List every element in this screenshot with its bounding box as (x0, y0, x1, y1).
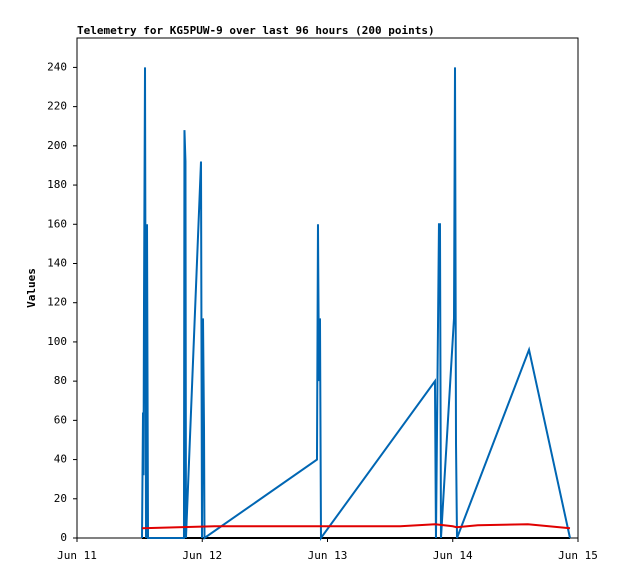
x-tick-label: Jun 15 (558, 549, 598, 562)
x-tick-label: Jun 11 (57, 549, 97, 562)
y-tick-label: 60 (54, 413, 67, 426)
y-tick-label: 100 (47, 335, 67, 348)
data-line (141, 523, 571, 530)
chart-title: Telemetry for KG5PUW-9 over last 96 hour… (77, 24, 435, 37)
y-axis-label: Values (25, 268, 38, 308)
y-tick-label: 200 (47, 139, 67, 152)
y-tick-label: 180 (47, 178, 67, 191)
y-tick-label: 140 (47, 256, 67, 269)
y-tick-label: 40 (54, 453, 67, 466)
y-tick-label: 240 (47, 60, 67, 73)
data-line (141, 67, 571, 542)
y-tick-label: 160 (47, 217, 67, 230)
y-tick-label: 80 (54, 374, 67, 387)
y-tick-label: 0 (60, 531, 67, 544)
x-tick-label: Jun 12 (182, 549, 222, 562)
y-tick-label: 220 (47, 100, 67, 113)
x-tick-label: Jun 13 (308, 549, 348, 562)
x-tick-label: Jun 14 (433, 549, 473, 562)
y-tick-label: 120 (47, 296, 67, 309)
y-tick-label: 20 (54, 492, 67, 505)
